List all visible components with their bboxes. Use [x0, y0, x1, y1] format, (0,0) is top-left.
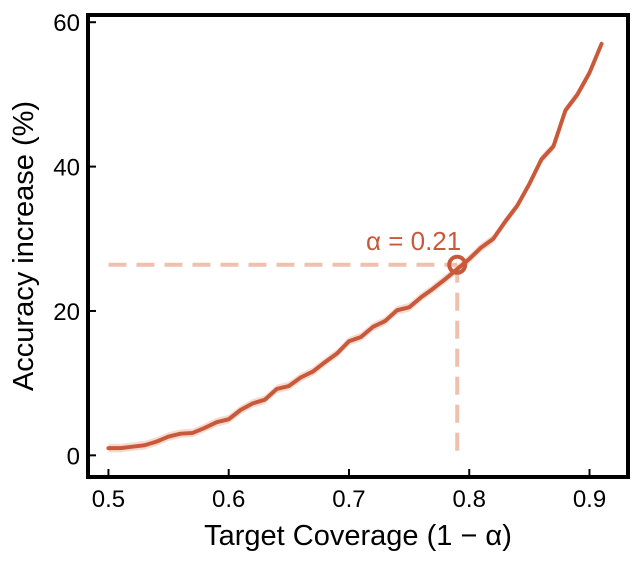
- confidence-band: [108, 39, 602, 453]
- x-tick-label: 0.8: [453, 486, 486, 513]
- y-tick-label: 0: [67, 443, 80, 470]
- y-tick-label: 60: [53, 10, 80, 37]
- y-axis-title: Accuracy increase (%): [8, 101, 40, 391]
- highlight-marker: [447, 254, 468, 275]
- x-axis-title: Target Coverage (1 − α): [204, 520, 512, 552]
- x-tick-label: 0.9: [573, 486, 606, 513]
- x-tick-label: 0.5: [92, 486, 125, 513]
- highlight-label: α = 0.21: [366, 226, 461, 256]
- plot-frame: [86, 13, 630, 479]
- axis-ticks: 0.5 0.6 0.7 0.8 0.9 0 20 40 60: [53, 10, 606, 513]
- y-tick-label: 40: [53, 155, 80, 182]
- x-tick-label: 0.6: [212, 486, 245, 513]
- accuracy-line: [106, 41, 604, 451]
- x-tick-label: 0.7: [332, 486, 365, 513]
- plot-marks: α = 0.21: [106, 39, 604, 456]
- y-tick-label: 20: [53, 299, 80, 326]
